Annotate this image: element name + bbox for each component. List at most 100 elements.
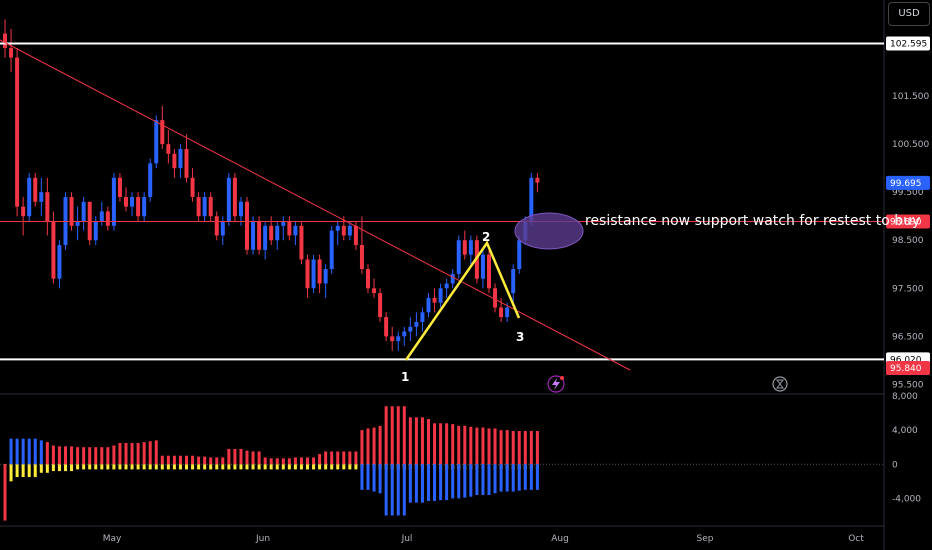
indicator-bar	[70, 464, 74, 472]
indicator-bar	[457, 425, 461, 465]
candle-body	[238, 201, 243, 217]
indicator-axis-labels: 8,000 4,000 0 -4,000	[892, 392, 921, 504]
indicator-bar	[511, 430, 515, 465]
indicator-bar	[293, 457, 297, 465]
price-tag-bg	[886, 175, 930, 190]
indicator-bar	[505, 464, 509, 492]
currency-button[interactable]: USD	[888, 2, 930, 26]
candle-body	[15, 57, 20, 207]
indicator-bar	[118, 442, 122, 465]
indicator-bar	[160, 464, 164, 470]
indicator-bar	[336, 464, 340, 470]
candle-body	[9, 48, 14, 58]
indicator-bar	[203, 456, 207, 465]
indicator-bar	[209, 457, 213, 465]
indicator-bar	[3, 464, 7, 521]
candle-body	[487, 254, 491, 289]
indicator-bar	[88, 447, 92, 465]
price-tick-label: 99.500	[892, 188, 924, 198]
indicator-bar	[178, 455, 182, 465]
indicator-bar	[433, 423, 437, 465]
indicator-bar	[39, 464, 43, 473]
price-tag-bg	[886, 214, 930, 229]
indicator-bar	[142, 442, 146, 465]
time-tick-label: Aug	[551, 534, 569, 544]
candle-body	[359, 245, 364, 270]
indicator-bar	[227, 464, 231, 470]
indicator-bar	[475, 464, 479, 495]
candle-body	[3, 33, 7, 49]
price-tick-label: 101.500	[892, 92, 929, 102]
indicator-bar	[330, 464, 334, 470]
indicator-bar	[191, 455, 195, 465]
candle-body	[263, 225, 268, 250]
candle-body	[408, 326, 413, 332]
indicator-bar	[469, 426, 473, 465]
candle-body	[226, 177, 231, 222]
candle-body	[269, 225, 274, 241]
candle-body	[317, 259, 322, 284]
candle-body	[511, 269, 516, 294]
indicator-bar	[463, 464, 467, 498]
indicator-bar	[360, 430, 364, 465]
indicator-bar	[172, 455, 176, 465]
indicator-bar	[372, 427, 376, 465]
candle-body	[462, 240, 467, 255]
indicator-bar	[166, 464, 170, 470]
indicator-bar	[318, 454, 322, 465]
candle-body	[21, 206, 26, 217]
indicator-bar	[130, 464, 134, 470]
candle-body	[293, 225, 298, 236]
candle-body	[105, 211, 110, 226]
indicator-bar	[9, 438, 13, 465]
indicator-bar	[281, 464, 285, 470]
candle-body	[517, 240, 522, 270]
wave-label-2: 2	[482, 230, 491, 244]
indicator-bar	[529, 430, 533, 465]
indicator-bar	[342, 464, 346, 470]
indicator-bar	[535, 430, 539, 465]
candlestick-series	[3, 19, 540, 351]
wave-label-3: 3	[516, 330, 525, 344]
indicator-bar	[481, 427, 485, 465]
indicator-bar	[64, 446, 67, 465]
indicator-bar	[384, 406, 388, 465]
indicator-bar	[396, 406, 400, 465]
candle-body	[450, 273, 455, 284]
price-tag-bg	[886, 36, 930, 51]
indicator-bar	[124, 442, 128, 465]
indicator-bar	[439, 464, 443, 501]
indicator-bar	[487, 464, 491, 495]
candle-body	[27, 177, 32, 217]
indicator-bar	[481, 464, 485, 495]
candle-body	[117, 177, 122, 197]
indicator-bar	[227, 448, 231, 465]
indicator-bar	[384, 464, 388, 516]
indicator-bar	[51, 445, 55, 465]
hourglass-icon[interactable]	[772, 376, 788, 392]
indicator-bar	[390, 464, 394, 516]
indicator-bar	[475, 427, 479, 465]
indicator-bar	[45, 464, 49, 473]
indicator-bar	[233, 464, 237, 470]
indicator-bar	[154, 464, 158, 470]
indicator-bar	[414, 464, 418, 503]
indicator-bar	[487, 428, 491, 465]
candle-body	[184, 148, 189, 178]
indicator-bar	[535, 464, 539, 490]
indicator-bar	[517, 430, 521, 465]
indicator-bar	[76, 464, 80, 470]
candle-body	[99, 211, 104, 222]
indicator-bar	[21, 464, 25, 478]
price-tick-label: 95.500	[892, 380, 924, 390]
lightning-icon[interactable]	[547, 375, 565, 393]
candle-body	[275, 225, 280, 241]
candle-body	[335, 225, 340, 231]
indicator-bar	[263, 464, 267, 470]
indicator-bar	[293, 464, 297, 470]
horizontal-levels	[0, 42, 884, 361]
indicator-bar	[517, 464, 521, 491]
indicator-bar	[451, 464, 455, 499]
candle-body	[81, 201, 86, 222]
